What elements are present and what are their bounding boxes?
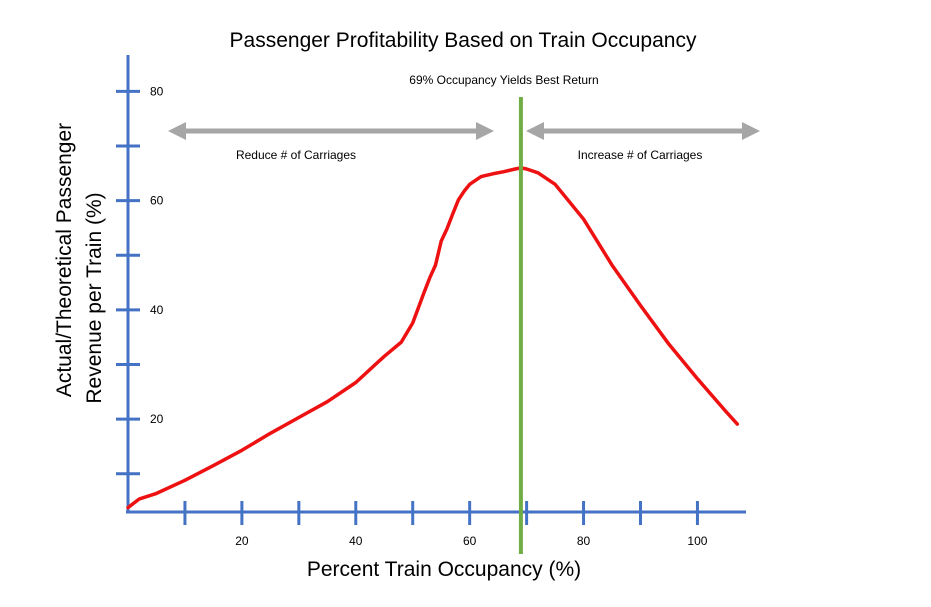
x-tick-labels: 20 40 60 80 100 xyxy=(235,534,708,548)
x-tick-label-1: 40 xyxy=(349,534,363,548)
series-line xyxy=(126,166,740,510)
x-axis-label: Percent Train Occupancy (%) xyxy=(307,558,581,581)
axes xyxy=(126,55,746,514)
y-tick-label-2: 40 xyxy=(150,303,164,317)
x-tick-label-3: 80 xyxy=(577,534,591,548)
y-tick-label-0: 80 xyxy=(150,84,164,98)
y-ticks xyxy=(116,89,140,476)
y-axis-label: Actual/Theoretical Passenger Revenue per… xyxy=(53,123,106,404)
x-tick-label-0: 20 xyxy=(235,534,249,548)
x-tick-label-4: 100 xyxy=(687,534,707,548)
y-tick-label-3: 20 xyxy=(150,412,164,426)
x-tick-label-2: 60 xyxy=(463,534,477,548)
x-ticks xyxy=(183,501,699,525)
range-arrows xyxy=(168,122,760,140)
y-tick-label-1: 60 xyxy=(150,194,164,208)
left-arrow-head-right xyxy=(476,122,494,140)
chart-title: Passenger Profitability Based on Train O… xyxy=(230,29,697,52)
left-arrow-head-left xyxy=(168,122,186,140)
y-axis-label-line-2: Revenue per Train (%) xyxy=(83,192,106,403)
y-axis-label-line-1: Actual/Theoretical Passenger xyxy=(53,123,76,397)
best-return-annotation: 69% Occupancy Yields Best Return xyxy=(409,73,598,87)
right-arrow-head-left xyxy=(526,122,544,140)
y-tick-labels: 80 60 40 20 xyxy=(150,84,164,426)
right-arrow-head-right xyxy=(742,122,760,140)
increase-carriages-annotation: Increase # of Carriages xyxy=(578,148,703,162)
reduce-carriages-annotation: Reduce # of Carriages xyxy=(236,148,356,162)
